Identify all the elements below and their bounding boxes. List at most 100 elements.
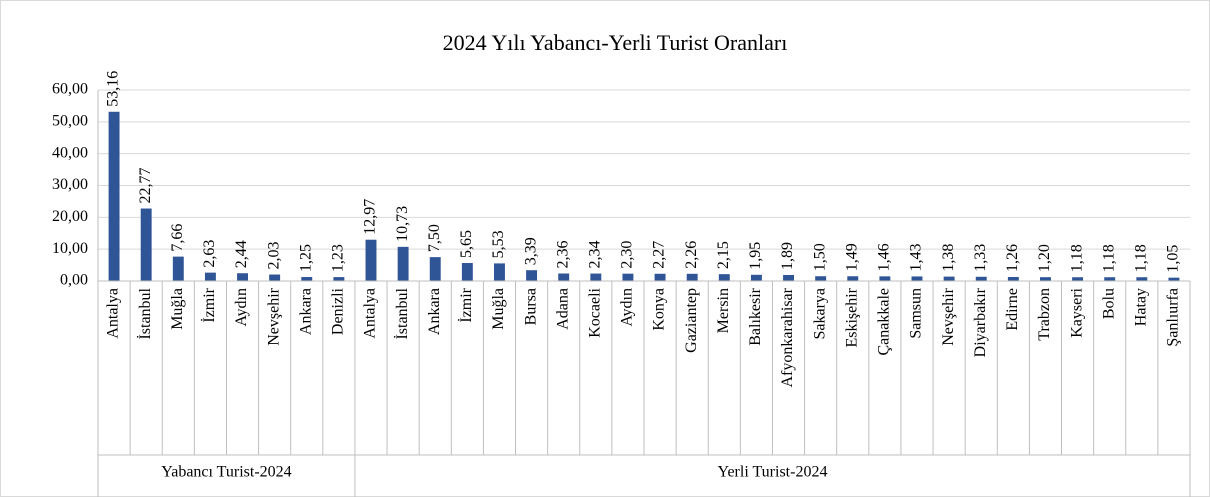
y-tick-label: 60,00	[52, 81, 88, 98]
data-label: 1,38	[940, 244, 957, 272]
x-tick-label: Nevşehir	[265, 287, 282, 345]
x-tick-label: Konya	[651, 288, 668, 331]
x-tick-label: Mersin	[715, 288, 732, 333]
bar	[269, 274, 281, 281]
x-tick-label: Diyarbakır	[972, 287, 989, 357]
chart-title: 2024 Yılı Yabancı-Yerli Turist Oranları	[443, 30, 788, 55]
bar	[301, 277, 313, 281]
bar	[429, 257, 441, 281]
bar	[815, 276, 827, 281]
x-tick-label: Denizli	[330, 287, 347, 335]
bar	[237, 273, 248, 281]
bar	[1136, 277, 1148, 281]
data-label: 1,95	[747, 242, 764, 270]
x-tick-label: Gaziantep	[683, 288, 700, 353]
y-tick-label: 50,00	[52, 113, 88, 130]
bar	[686, 273, 698, 281]
bar	[1072, 277, 1084, 281]
bar	[718, 274, 730, 281]
data-label: 1,50	[811, 243, 828, 271]
data-label: 2,63	[201, 240, 218, 268]
x-tick-label: Antalya	[105, 288, 122, 339]
bar	[365, 239, 377, 281]
bar	[526, 270, 538, 281]
data-label: 1,46	[876, 243, 893, 271]
x-tick-label: Muğla	[490, 288, 507, 330]
data-label: 1,05	[1165, 245, 1182, 273]
data-label: 2,26	[683, 241, 700, 269]
bar	[590, 273, 602, 281]
data-label: 2,30	[619, 241, 636, 269]
data-label: 7,50	[426, 224, 443, 252]
data-label: 10,73	[394, 206, 411, 242]
bar	[172, 256, 184, 281]
x-tick-label: Antalya	[362, 288, 379, 339]
y-tick-label: 40,00	[52, 144, 88, 161]
data-label: 5,65	[458, 230, 475, 258]
data-label: 1,89	[779, 242, 796, 270]
x-tick-label: Bursa	[522, 288, 539, 325]
data-label: 1,26	[1004, 244, 1021, 272]
data-label: 5,53	[490, 230, 507, 258]
x-tick-label: Aydın	[233, 288, 250, 327]
x-tick-label: Afyonkarahisar	[779, 287, 796, 387]
data-label: 2,44	[233, 240, 250, 268]
x-tick-label: Nevşehir	[940, 287, 957, 345]
data-label: 1,18	[1132, 244, 1149, 272]
group-label: Yerli Turist-2024	[717, 464, 827, 481]
x-tick-label: Eskişehir	[843, 287, 860, 347]
bar	[397, 246, 409, 281]
x-tick-label: İstanbul	[136, 287, 154, 339]
data-label: 2,15	[715, 241, 732, 269]
x-tick-label: Kocaeli	[586, 287, 603, 337]
bar	[108, 111, 120, 281]
bar	[911, 276, 923, 281]
x-tick-label: Samsun	[908, 288, 925, 339]
bar	[1168, 277, 1180, 281]
data-label: 1,18	[1068, 244, 1085, 272]
x-tick-label: Hatay	[1132, 288, 1149, 326]
bar	[333, 277, 345, 281]
x-tick-label: Kayseri	[1068, 287, 1085, 337]
data-label: 1,49	[843, 243, 860, 271]
bar	[622, 273, 634, 281]
bar	[879, 276, 891, 281]
data-label: 7,66	[169, 224, 186, 252]
x-tick-label: Muğla	[169, 288, 186, 330]
y-tick-label: 20,00	[52, 208, 88, 225]
data-label: 1,33	[972, 244, 989, 272]
x-tick-label: Ankara	[426, 288, 443, 335]
data-label: 2,03	[265, 242, 282, 270]
x-tick-label: Trabzon	[1036, 288, 1053, 341]
data-label: 1,23	[330, 244, 347, 272]
x-tick-label: Çanakkale	[876, 288, 893, 356]
bar	[1007, 276, 1019, 281]
x-tick-label: Sakarya	[811, 288, 828, 340]
bar	[1104, 277, 1116, 281]
bar	[975, 276, 987, 281]
data-label: 12,97	[362, 199, 379, 235]
x-tick-label: İstanbul	[393, 287, 411, 339]
data-label: 3,39	[522, 237, 539, 265]
x-tick-label: İzmir	[200, 287, 218, 322]
bar	[494, 263, 505, 281]
bar	[654, 273, 666, 281]
data-label: 53,16	[105, 71, 122, 107]
y-tick-label: 30,00	[52, 176, 88, 193]
x-tick-label: İzmir	[457, 287, 475, 322]
data-label: 1,20	[1036, 244, 1053, 272]
bar	[943, 276, 955, 281]
group-label: Yabancı Turist-2024	[161, 464, 291, 481]
bar	[750, 274, 762, 281]
bar	[558, 273, 570, 281]
data-label: 22,77	[137, 168, 154, 204]
data-label: 1,18	[1100, 244, 1117, 272]
data-label: 1,43	[908, 243, 925, 271]
bar	[140, 208, 152, 281]
data-label: 2,27	[651, 241, 668, 269]
data-label: 2,36	[554, 240, 571, 268]
bar	[1040, 277, 1051, 281]
data-label: 2,34	[586, 241, 603, 269]
